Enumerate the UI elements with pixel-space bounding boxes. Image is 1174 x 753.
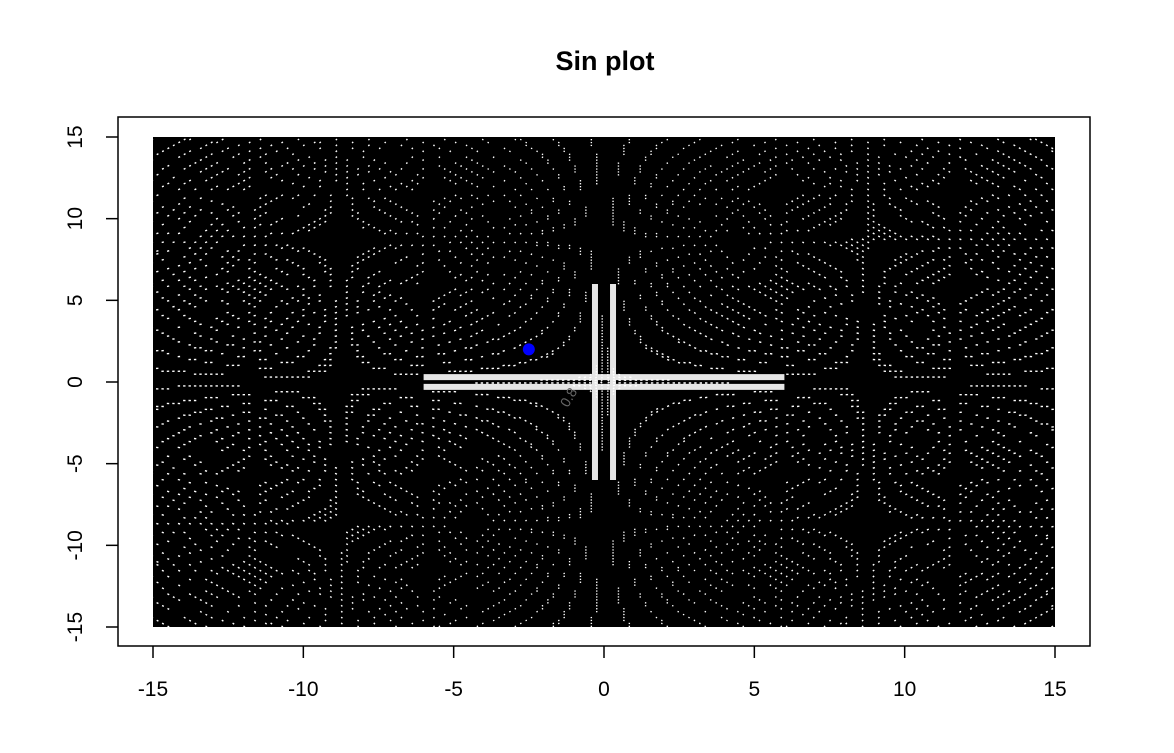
x-tick-label: 10 bbox=[893, 678, 916, 701]
contour-texture bbox=[150, 138, 1054, 628]
x-tick-label: 0 bbox=[598, 678, 610, 701]
x-tick-label: -15 bbox=[138, 678, 168, 701]
x-tick-label: 5 bbox=[748, 678, 760, 701]
x-axis: -15 -10 -5 0 5 10 15 bbox=[138, 646, 1067, 701]
origin-cross bbox=[423, 284, 785, 480]
y-tick-label: 10 bbox=[64, 207, 87, 230]
y-tick-label: 0 bbox=[64, 376, 87, 388]
y-axis: -15 -10 -5 0 5 10 15 bbox=[64, 125, 118, 642]
chart-title: Sin plot bbox=[556, 46, 655, 76]
x-tick-label: 15 bbox=[1043, 678, 1066, 701]
y-tick-label: 5 bbox=[64, 294, 87, 306]
y-tick-label: -10 bbox=[64, 530, 87, 560]
x-tick-label: -10 bbox=[288, 678, 318, 701]
y-tick-label: -15 bbox=[64, 612, 87, 642]
contour-field bbox=[153, 137, 1055, 627]
y-tick-label: -5 bbox=[64, 454, 87, 473]
contour-lines bbox=[150, 138, 1054, 628]
plot-area: 0.8 bbox=[150, 137, 1055, 628]
y-tick-label: 15 bbox=[64, 125, 87, 148]
highlight-point bbox=[522, 343, 535, 356]
x-tick-label: -5 bbox=[444, 678, 463, 701]
